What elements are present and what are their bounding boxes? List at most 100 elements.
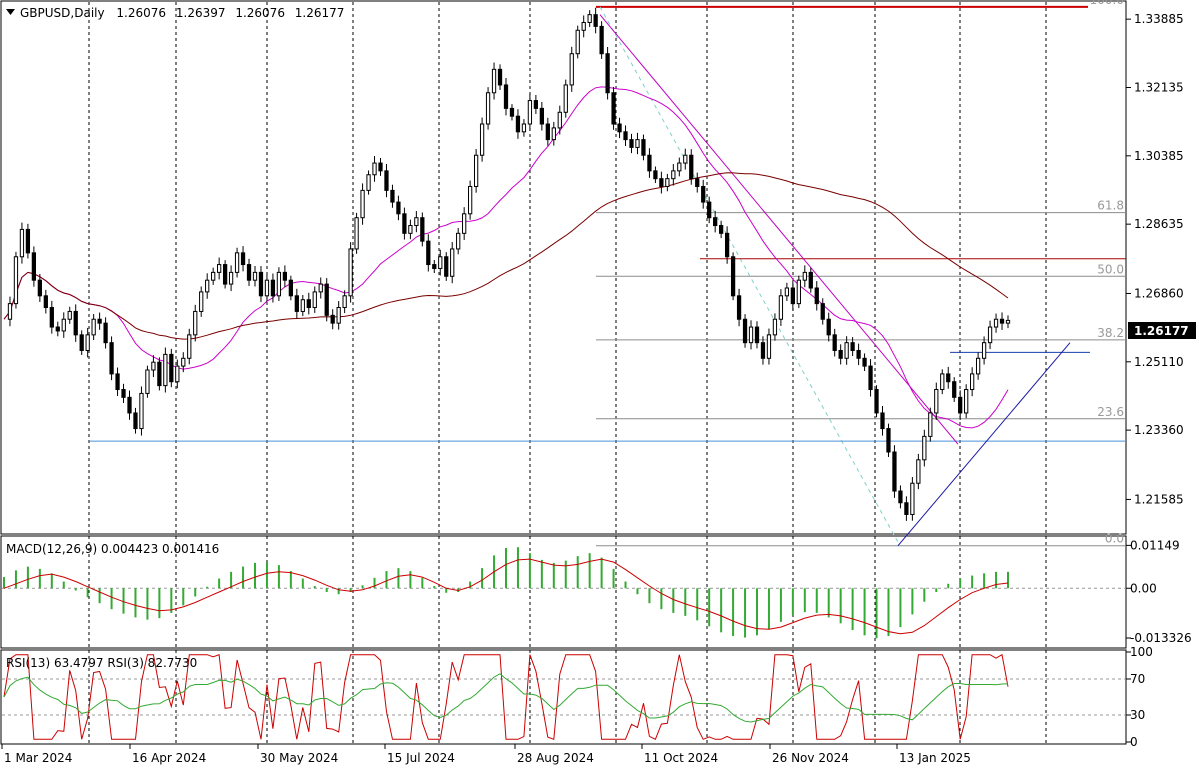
candle-body-110 [659, 178, 664, 187]
candle-body-167 [999, 318, 1005, 324]
candle-body-14 [85, 334, 90, 351]
rsi-pane [0, 649, 1127, 745]
candle-body-41 [246, 264, 252, 281]
candlesticks [7, 7, 1011, 521]
drawn-lines [90, 14, 1126, 547]
candle-body-28 [169, 353, 174, 383]
candle-body-65 [390, 189, 395, 203]
candle-body-113 [677, 162, 682, 172]
candle-body-100 [599, 25, 604, 55]
candle-body-72 [432, 264, 437, 269]
candle-body-71 [426, 240, 431, 266]
candle-body-54 [324, 283, 329, 316]
time-tick-label-7: 13 Jan 2025 [899, 751, 971, 765]
candle-body-109 [653, 170, 658, 180]
candle-body-95 [569, 53, 574, 86]
candle-body-5 [31, 252, 37, 281]
price-tick-label-5: 1.25110 [1134, 355, 1184, 369]
macd-tick-label-0: 0.01149 [1130, 538, 1180, 552]
low-value: 1.26076 [235, 6, 285, 20]
price-tick-label-1: 1.32135 [1134, 80, 1184, 94]
price-tick-label-2: 1.30385 [1134, 149, 1184, 163]
candle-body-152 [910, 482, 915, 515]
candle-body-154 [922, 435, 927, 461]
candle-body-63 [378, 162, 383, 172]
candle-body-66 [396, 201, 401, 215]
rsi-tick-label-2: 30 [1130, 708, 1145, 722]
candle-body-84 [503, 84, 509, 109]
candle-body-81 [485, 92, 491, 125]
ma-long-line [3, 172, 1009, 340]
candle-body-57 [342, 295, 347, 309]
candle-body-53 [318, 283, 323, 293]
candle-body-79 [473, 154, 479, 187]
candle-body-118 [707, 201, 712, 219]
candle-body-20 [121, 389, 126, 398]
candle-body-67 [402, 213, 407, 234]
candle-body-164 [981, 342, 987, 359]
candle-body-50 [300, 299, 305, 312]
candle-body-42 [252, 271, 258, 281]
candle-body-16 [97, 318, 102, 324]
candle-body-46 [276, 271, 282, 297]
candle-body-120 [719, 225, 724, 234]
candle-body-119 [713, 217, 718, 227]
fib-label-100.0: 100.0 [1090, 0, 1124, 7]
candle-body-40 [240, 252, 246, 266]
candle-body-166 [993, 318, 999, 328]
candle-body-149 [892, 451, 897, 492]
candle-body-153 [916, 459, 921, 484]
candle-body-61 [366, 174, 371, 191]
candle-body-107 [641, 139, 646, 156]
rsi-slow-line [3, 673, 1009, 723]
price-tick-label-7: 1.21585 [1134, 492, 1184, 506]
time-tick-label-0: 1 Mar 2024 [4, 751, 72, 765]
candle-body-56 [336, 307, 341, 324]
current-price-badge [1128, 322, 1196, 339]
candle-body-99 [593, 14, 598, 27]
candle-body-136 [814, 287, 819, 305]
chart-menu-triangle-icon[interactable] [6, 9, 15, 15]
candle-body-25 [151, 361, 156, 371]
candle-body-1 [7, 303, 13, 320]
candle-body-85 [509, 107, 515, 117]
price-pane [0, 0, 1127, 535]
time-tick-label-1: 16 Apr 2024 [132, 751, 206, 765]
candle-body-27 [163, 353, 168, 387]
candle-body-130 [778, 295, 784, 320]
candle-body-151 [904, 502, 909, 515]
candle-body-94 [563, 84, 568, 113]
candle-body-33 [199, 291, 204, 312]
current-price-value: 1.26177 [1134, 324, 1189, 338]
candle-body-12 [73, 310, 78, 336]
candle-body-92 [551, 127, 556, 141]
uptrend-line [897, 342, 1071, 547]
candle-body-163 [975, 357, 981, 375]
candle-body-111 [665, 178, 670, 187]
symbol-timeframe-label: GBPUSD,Daily [20, 6, 105, 20]
candle-body-86 [515, 115, 521, 133]
candle-body-38 [228, 271, 234, 285]
candle-body-3 [19, 228, 25, 258]
candle-body-145 [868, 365, 873, 391]
time-axis: 1 Mar 2024 16 Apr 2024 30 May 2024 15 Jul 2… [1, 744, 971, 765]
candle-body-127 [760, 342, 766, 359]
candle-body-59 [354, 217, 359, 250]
fib-label-61.8: 61.8 [1097, 199, 1124, 213]
candle-body-35 [211, 271, 216, 281]
chart-header: GBPUSD,Daily 1.26076 1.26397 1.26076 1.2… [20, 6, 344, 20]
candle-body-32 [193, 310, 198, 336]
candle-body-51 [306, 299, 311, 309]
candle-body-76 [456, 232, 461, 250]
candle-body-43 [258, 271, 264, 297]
candle-body-98 [587, 14, 592, 23]
candle-body-52 [312, 291, 317, 309]
candle-body-106 [635, 139, 640, 148]
candle-body-159 [952, 381, 957, 398]
candle-body-31 [187, 334, 192, 359]
candle-body-87 [521, 123, 527, 133]
open-value: 1.26076 [116, 6, 166, 20]
candle-body-89 [533, 100, 539, 109]
close-value: 1.26177 [295, 6, 345, 20]
